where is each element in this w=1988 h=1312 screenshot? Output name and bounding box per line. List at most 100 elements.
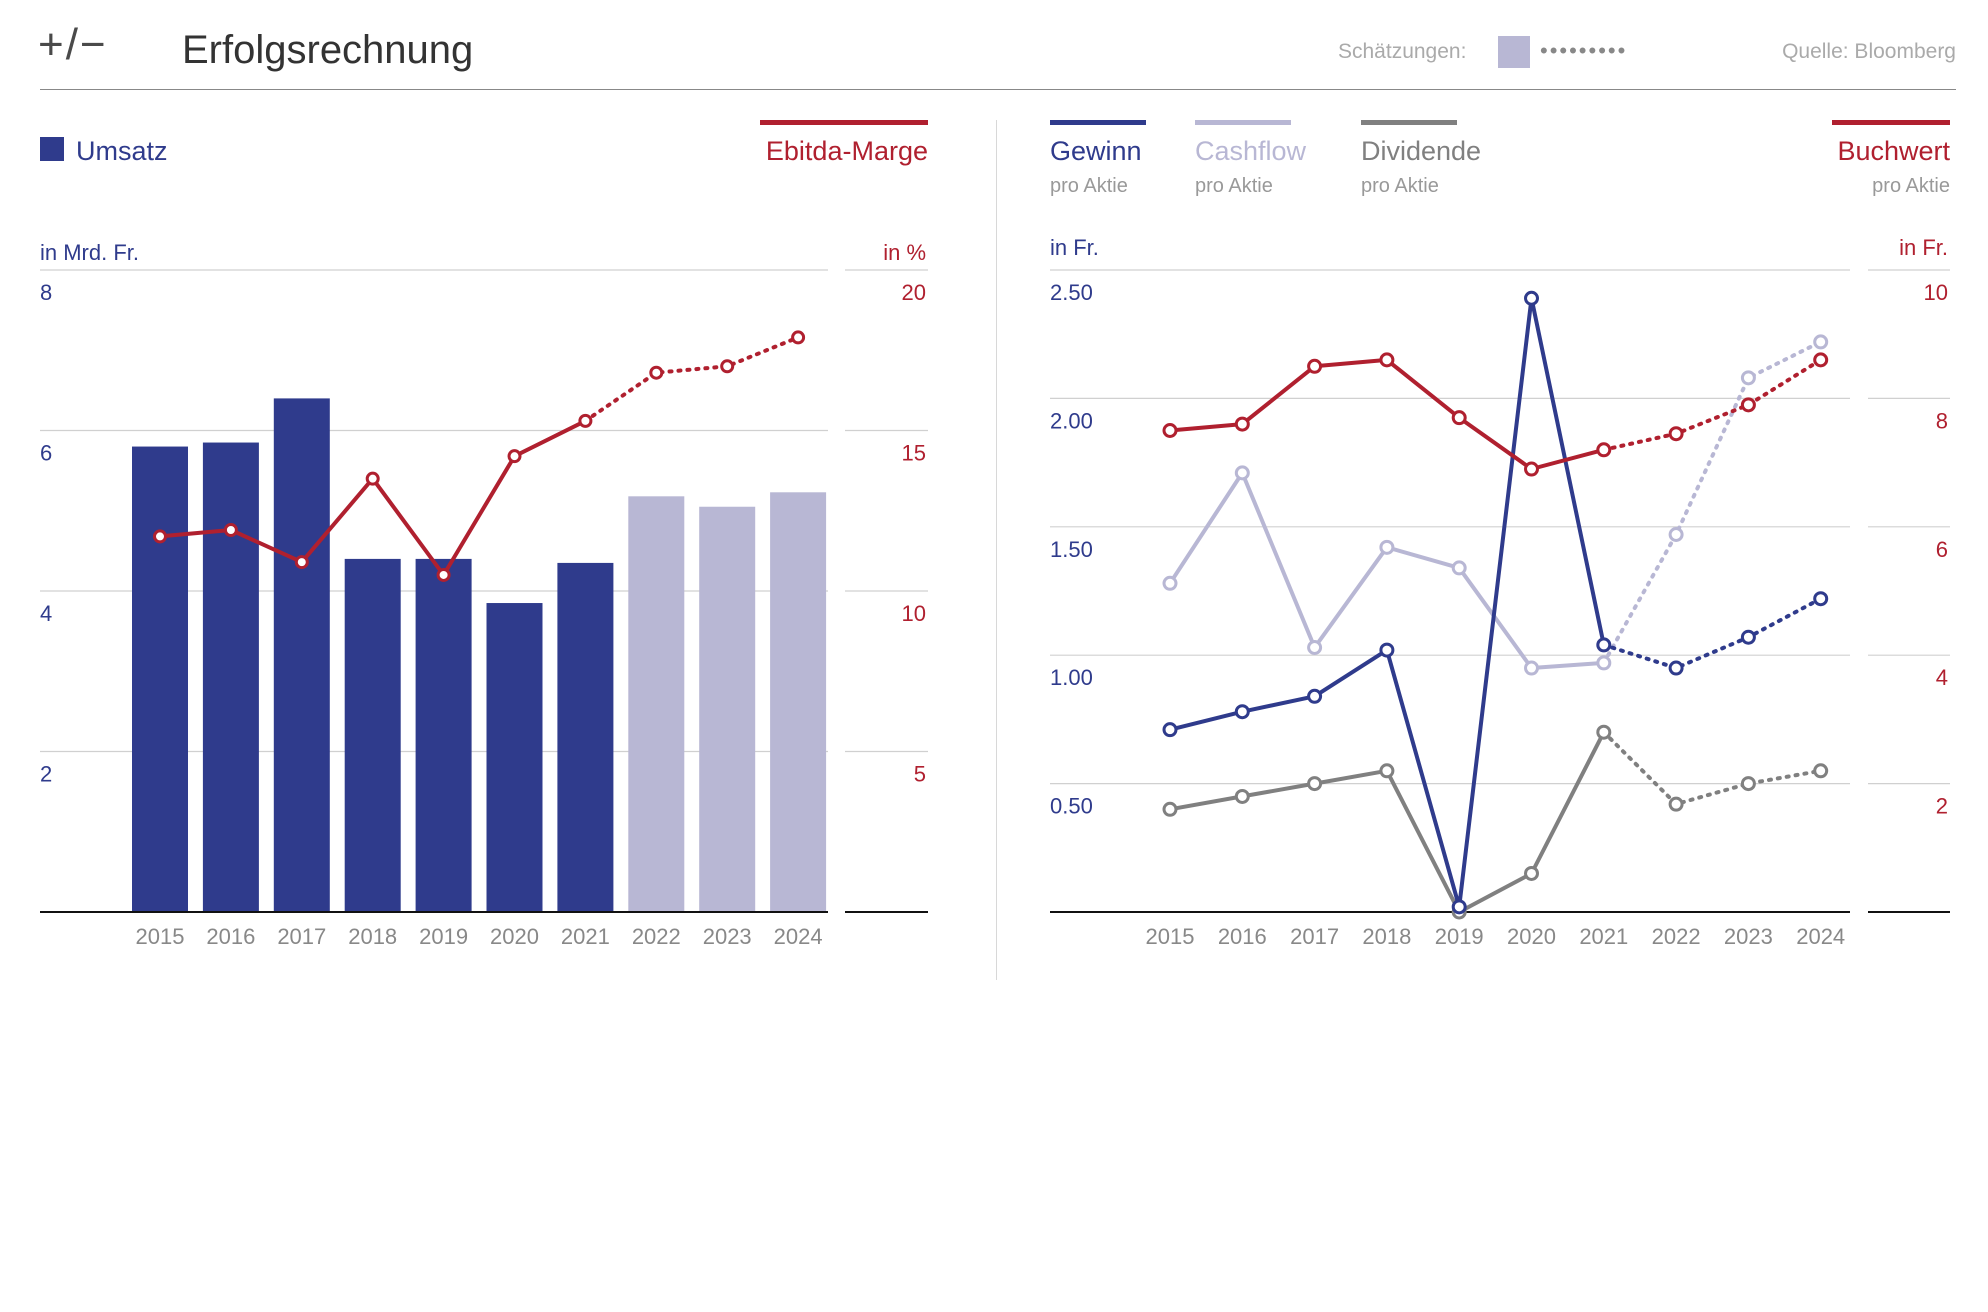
y-tick-right: 10 [1924,280,1948,305]
point-gewinn-2019 [1451,899,1467,915]
line-gewinn [1169,296,1606,909]
point-cashflow-2022 [1668,527,1684,543]
x-tick-label: 2023 [1724,924,1773,949]
point-buchwert-2024 [1813,352,1829,368]
panel-divider [996,120,997,980]
line-dividende [1169,731,1606,914]
point-cashflow-2021 [1596,655,1612,671]
point-ebitda-marge-2024 [791,330,806,345]
y-tick-left: 2.50 [1050,280,1093,305]
estimates-swatch [1498,36,1530,68]
point-dividende-2020 [1524,865,1539,881]
point-buchwert-2023 [1740,397,1756,413]
x-tick-label: 2021 [1579,924,1628,949]
point-ebitda-marge-2023 [720,359,735,374]
x-tick-label: 2024 [1796,924,1845,949]
y-tick-right: 6 [1936,537,1948,562]
x-tick-label: 2020 [490,924,539,949]
y-tick-left: 8 [40,280,52,305]
y-tick-left: 0.50 [1050,794,1093,819]
y-tick-right: 4 [1936,665,1948,690]
point-buchwert-2020 [1524,461,1539,477]
point-ebitda-marge-2018 [365,471,380,486]
point-buchwert-2018 [1379,352,1395,368]
x-tick-label: 2015 [136,924,185,949]
point-ebitda-marge-2022 [649,365,664,380]
x-tick-label: 2022 [1652,924,1701,949]
point-cashflow-2016 [1234,465,1250,481]
point-cashflow-2017 [1307,639,1323,655]
point-buchwert-2017 [1307,358,1323,374]
y-tick-left: 6 [40,441,52,466]
x-tick-label: 2018 [1362,924,1411,949]
logo: +/− [38,20,108,69]
point-buchwert-2015 [1162,423,1178,438]
point-dividende-2018 [1379,763,1395,779]
point-ebitda-marge-2019 [436,567,451,582]
legend-swatch-umsatz [40,137,64,161]
x-tick-label: 2017 [1290,924,1339,949]
legend-label-buchwert: Buchwert [1837,136,1950,166]
legend-swatch-ebitda-marge [760,120,928,125]
y-tick-left: 1.50 [1050,537,1093,562]
y-tick-right: 5 [914,762,926,787]
line-cashflow-estimate [1601,339,1823,665]
y-tick-right: 15 [902,441,926,466]
bar-umsatz-2023 [699,506,756,912]
point-cashflow-2015 [1162,575,1178,591]
x-tick-label: 2017 [277,924,326,949]
point-dividende-2021 [1596,724,1612,740]
point-buchwert-2022 [1668,426,1684,442]
point-gewinn-2017 [1307,688,1323,704]
legend-swatch-buchwert [1832,120,1950,125]
point-cashflow-2018 [1379,539,1395,555]
point-ebitda-marge-2016 [223,523,238,538]
legend-label-dividende: Dividende [1361,136,1481,166]
point-ebitda-marge-2021 [578,413,593,428]
point-gewinn-2016 [1234,704,1250,720]
estimates-dotted-line: ••••••••• [1540,38,1628,63]
point-gewinn-2015 [1162,722,1178,738]
legend-sublabel-dividende: pro Aktie [1361,175,1439,197]
point-buchwert-2016 [1234,416,1250,432]
point-dividende-2024 [1813,763,1829,779]
x-tick-label: 2022 [632,924,681,949]
bar-umsatz-2016 [202,442,259,912]
legend-label-umsatz: Umsatz [76,136,168,166]
x-tick-label: 2015 [1146,924,1195,949]
point-gewinn-2023 [1740,629,1756,645]
y-tick-left: 4 [40,601,52,626]
line-buchwert-estimate [1601,357,1823,452]
y-axis-title-right: in % [883,240,926,265]
point-dividende-2016 [1234,788,1250,804]
legend-swatch-gewinn [1050,120,1146,125]
bar-umsatz-2015 [132,446,188,912]
bar-umsatz-2024 [770,492,827,912]
point-buchwert-2021 [1596,442,1612,458]
point-ebitda-marge-2015 [153,529,167,544]
point-gewinn-2022 [1668,660,1684,676]
point-ebitda-marge-2020 [507,449,522,464]
source-note: Quelle: Bloomberg [1782,40,1956,63]
bar-umsatz-2019 [415,558,472,912]
point-cashflow-2020 [1524,660,1539,676]
legend-swatch-dividende [1361,120,1457,125]
point-cashflow-2024 [1813,334,1829,350]
legend-swatch-cashflow [1195,120,1291,125]
legend-sublabel-gewinn: pro Aktie [1050,175,1128,197]
y-axis-title-left: in Fr. [1050,235,1099,260]
bar-umsatz-2020 [486,603,543,912]
point-dividende-2023 [1740,776,1756,792]
x-tick-label: 2018 [348,924,397,949]
point-dividende-2022 [1668,796,1684,812]
point-cashflow-2023 [1740,370,1756,386]
line-buchwert [1169,357,1605,471]
x-tick-label: 2023 [703,924,752,949]
point-cashflow-2019 [1451,560,1467,576]
legend-sublabel-cashflow: pro Aktie [1195,175,1273,197]
point-gewinn-2018 [1379,642,1395,658]
point-gewinn-2020 [1524,290,1539,306]
